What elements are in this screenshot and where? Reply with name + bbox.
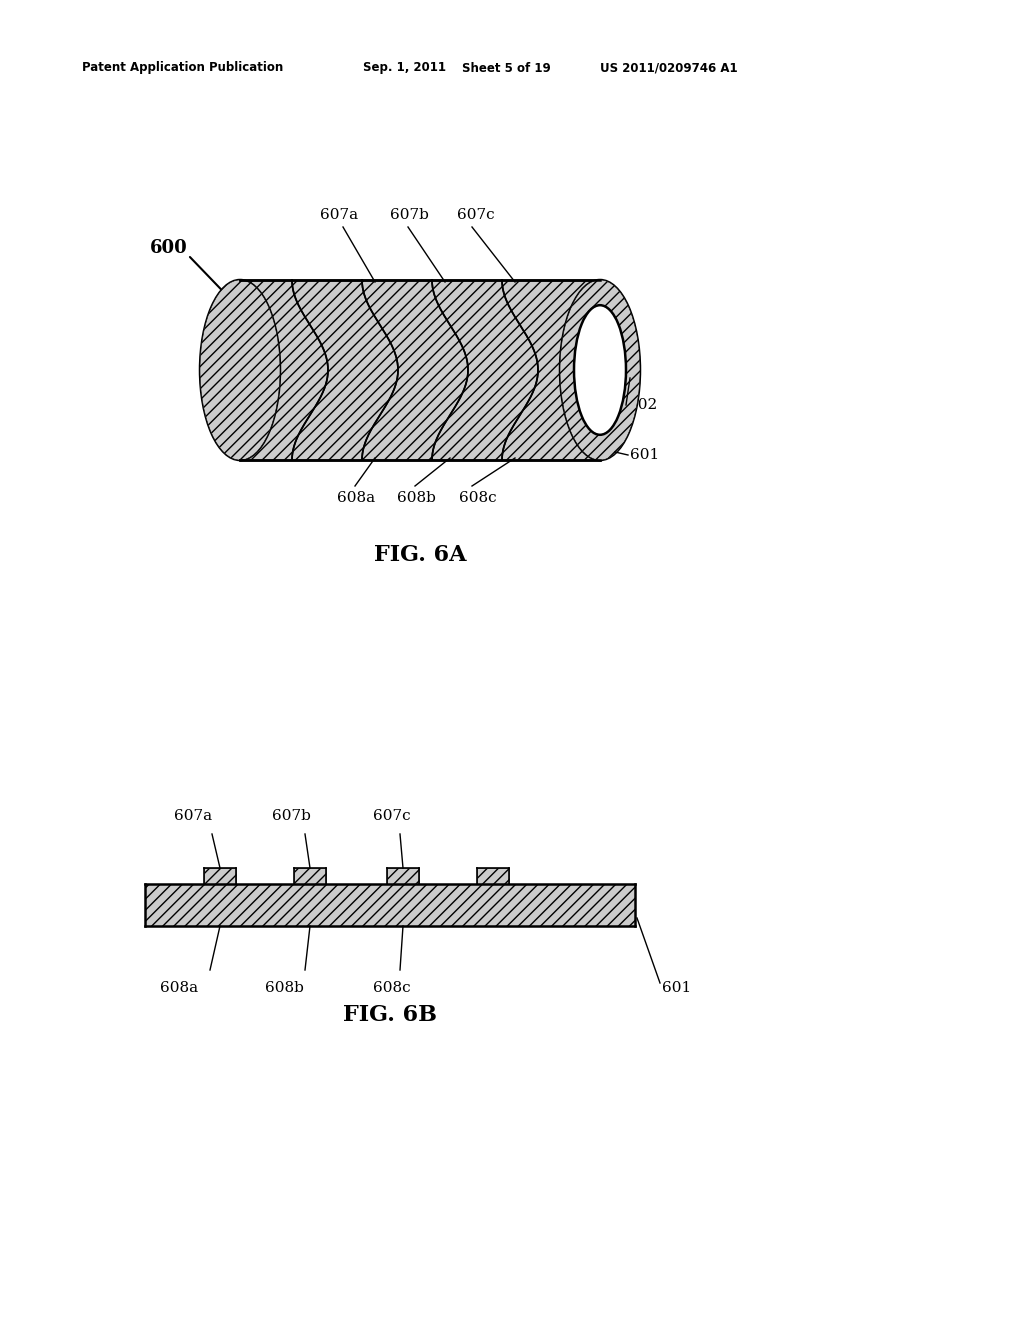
Polygon shape [240, 280, 600, 459]
Polygon shape [477, 869, 509, 884]
Text: 607c: 607c [457, 209, 495, 222]
Text: Patent Application Publication: Patent Application Publication [82, 62, 284, 74]
Text: 607c: 607c [373, 809, 411, 822]
Polygon shape [204, 869, 236, 884]
Text: 601: 601 [630, 447, 659, 462]
Text: 607b: 607b [390, 209, 429, 222]
Text: 607a: 607a [319, 209, 358, 222]
Ellipse shape [574, 305, 626, 434]
Polygon shape [145, 884, 635, 927]
Ellipse shape [200, 280, 280, 459]
Polygon shape [145, 884, 635, 927]
Text: 607b: 607b [272, 809, 311, 822]
Ellipse shape [200, 280, 280, 459]
Text: 608a: 608a [337, 491, 375, 506]
Ellipse shape [560, 280, 640, 459]
Text: US 2011/0209746 A1: US 2011/0209746 A1 [600, 62, 737, 74]
Text: 608c: 608c [459, 491, 497, 506]
Text: FIG. 6B: FIG. 6B [343, 1005, 437, 1026]
Text: 608b: 608b [397, 491, 436, 506]
Text: 600: 600 [150, 239, 187, 257]
Polygon shape [294, 869, 326, 884]
Polygon shape [240, 280, 600, 459]
Text: 601: 601 [662, 981, 691, 995]
Text: 602: 602 [628, 399, 657, 412]
Ellipse shape [560, 280, 640, 459]
Text: 607a: 607a [174, 809, 212, 822]
Text: 608b: 608b [265, 981, 304, 995]
Text: Sheet 5 of 19: Sheet 5 of 19 [462, 62, 551, 74]
Text: 608c: 608c [373, 981, 411, 995]
Text: Sep. 1, 2011: Sep. 1, 2011 [362, 62, 446, 74]
Polygon shape [387, 869, 419, 884]
Text: FIG. 6A: FIG. 6A [374, 544, 466, 566]
Text: 608a: 608a [160, 981, 198, 995]
